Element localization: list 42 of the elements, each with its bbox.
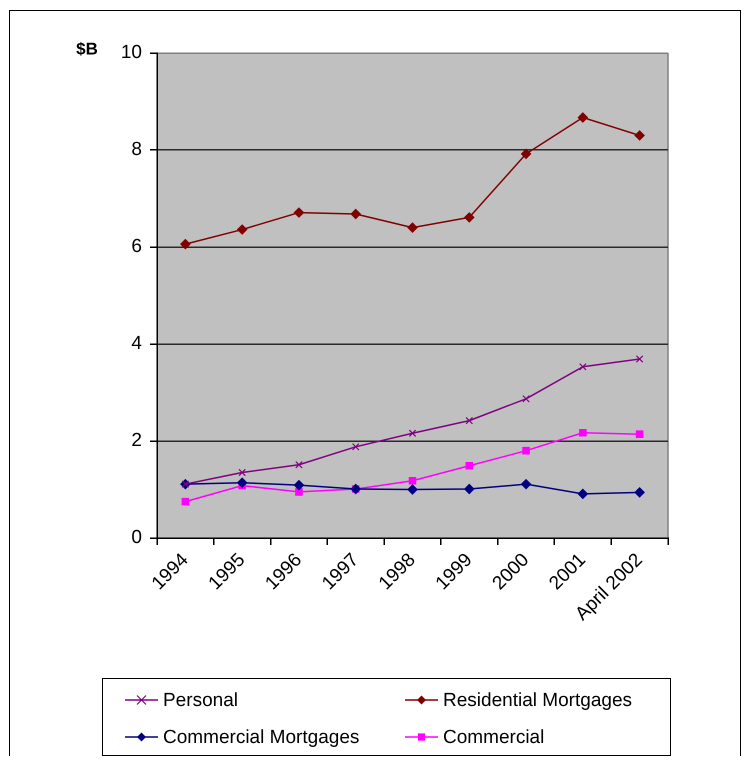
y-tick-label: 4 <box>131 333 142 354</box>
point <box>295 488 303 496</box>
point <box>352 443 360 451</box>
y-tick-label: 8 <box>131 139 142 160</box>
point <box>237 224 248 235</box>
point <box>237 478 248 488</box>
legend-label: Commercial Mortgages <box>163 727 360 748</box>
point <box>180 238 190 250</box>
y-tick-label: 2 <box>131 430 142 452</box>
point <box>520 148 532 159</box>
point <box>634 487 645 498</box>
y-axis-title: $B <box>76 40 98 59</box>
point <box>407 484 418 495</box>
point <box>520 479 532 490</box>
point <box>464 484 474 494</box>
point <box>579 363 587 371</box>
point <box>579 428 587 437</box>
point <box>182 498 190 506</box>
legend-label: Commercial <box>443 727 544 748</box>
point <box>408 476 416 485</box>
point <box>294 480 304 490</box>
point <box>636 355 644 363</box>
point <box>522 395 530 403</box>
y-tick-label: 10 <box>120 42 142 64</box>
point <box>465 416 474 424</box>
point <box>465 462 474 470</box>
legend-label: Personal <box>163 690 238 712</box>
point <box>634 130 645 141</box>
y-tick-label: 0 <box>131 527 142 548</box>
point <box>464 212 474 223</box>
point <box>295 460 303 469</box>
point <box>294 207 304 218</box>
legend-label: Residential Mortgages <box>443 690 632 712</box>
point <box>578 112 588 123</box>
point <box>636 430 644 438</box>
point <box>522 446 530 454</box>
point <box>408 429 416 438</box>
y-tick-label: 6 <box>131 236 142 258</box>
point <box>578 488 588 499</box>
point <box>350 208 361 220</box>
point <box>407 222 418 233</box>
point <box>238 468 246 476</box>
